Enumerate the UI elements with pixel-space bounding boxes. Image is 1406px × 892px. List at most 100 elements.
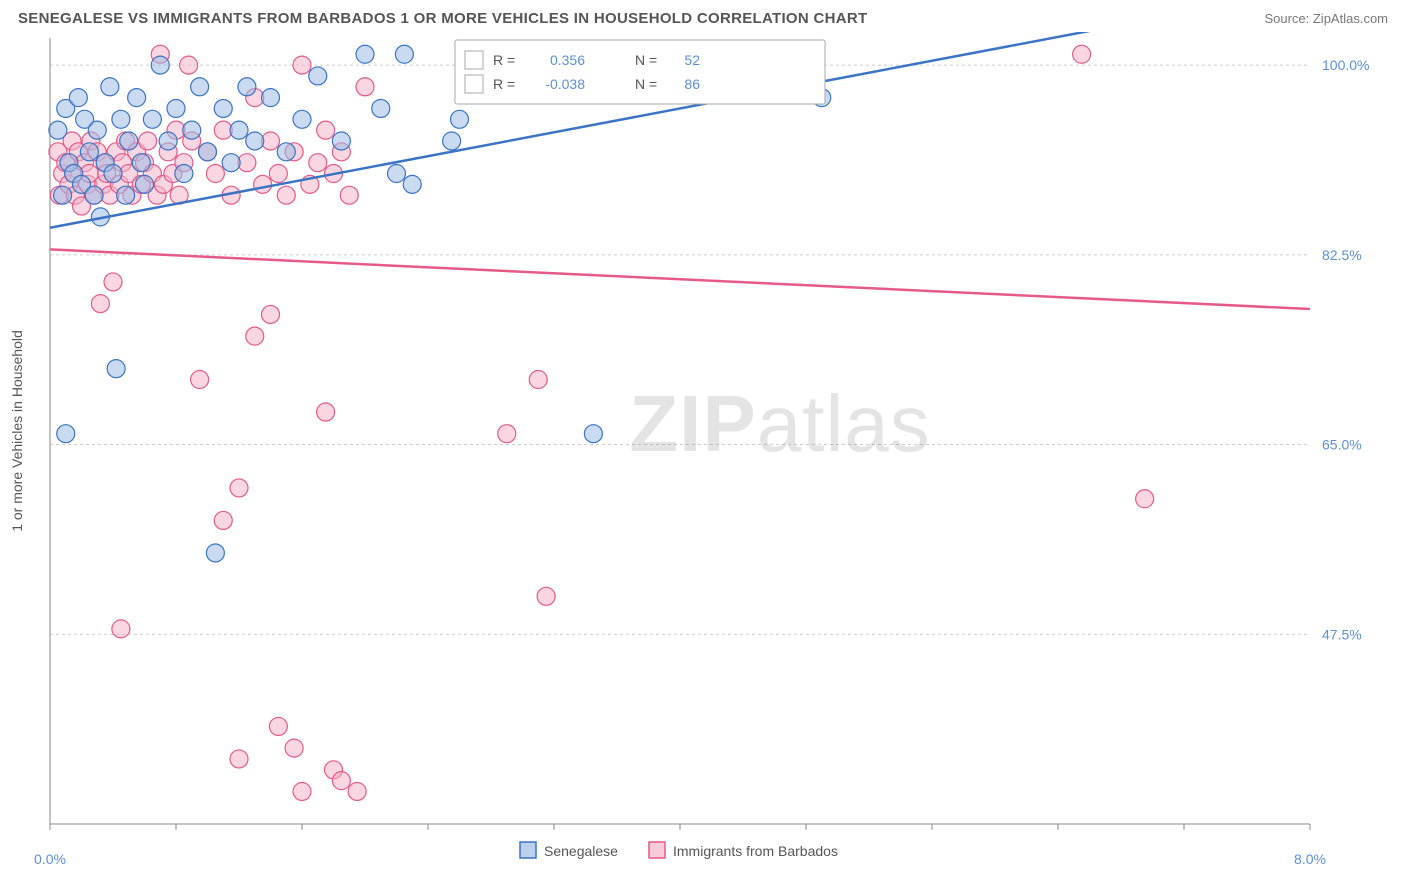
corr-n-value-barbados: 86 bbox=[684, 76, 700, 92]
data-point-senegalese bbox=[143, 110, 161, 128]
data-point-senegalese bbox=[443, 132, 461, 150]
data-point-barbados bbox=[309, 154, 327, 172]
legend-swatch-barbados bbox=[465, 75, 483, 93]
data-point-barbados bbox=[1073, 45, 1091, 63]
data-point-senegalese bbox=[277, 143, 295, 161]
corr-n-label: N = bbox=[635, 52, 657, 68]
data-point-senegalese bbox=[49, 121, 67, 139]
data-point-barbados bbox=[285, 739, 303, 757]
data-point-barbados bbox=[262, 305, 280, 323]
data-point-barbados bbox=[340, 186, 358, 204]
data-point-senegalese bbox=[54, 186, 72, 204]
corr-r-value-barbados: -0.038 bbox=[545, 76, 585, 92]
data-point-senegalese bbox=[293, 110, 311, 128]
data-point-barbados bbox=[269, 717, 287, 735]
data-point-senegalese bbox=[262, 89, 280, 107]
data-point-senegalese bbox=[206, 544, 224, 562]
data-point-senegalese bbox=[222, 154, 240, 172]
corr-n-label: N = bbox=[635, 76, 657, 92]
data-point-senegalese bbox=[388, 165, 406, 183]
data-point-senegalese bbox=[356, 45, 374, 63]
data-point-senegalese bbox=[175, 165, 193, 183]
legend-swatch-senegalese bbox=[520, 842, 536, 858]
data-point-barbados bbox=[254, 175, 272, 193]
y-axis-title: 1 or more Vehicles in Household bbox=[9, 330, 25, 532]
data-point-senegalese bbox=[117, 186, 135, 204]
data-point-barbados bbox=[206, 165, 224, 183]
data-point-barbados bbox=[246, 327, 264, 345]
y-tick-label: 65.0% bbox=[1322, 437, 1362, 453]
data-point-senegalese bbox=[230, 121, 248, 139]
y-tick-label: 82.5% bbox=[1322, 247, 1362, 263]
data-point-senegalese bbox=[183, 121, 201, 139]
data-point-senegalese bbox=[132, 154, 150, 172]
data-point-barbados bbox=[214, 511, 232, 529]
data-point-barbados bbox=[498, 425, 516, 443]
data-point-senegalese bbox=[80, 143, 98, 161]
legend-swatch-barbados bbox=[649, 842, 665, 858]
data-point-barbados bbox=[230, 750, 248, 768]
data-point-senegalese bbox=[88, 121, 106, 139]
data-point-barbados bbox=[112, 620, 130, 638]
correlation-box: R = 0.356 N = 52 R = -0.038 N = 86 bbox=[455, 40, 825, 104]
corr-r-value-senegalese: 0.356 bbox=[550, 52, 585, 68]
data-point-senegalese bbox=[191, 78, 209, 96]
data-point-barbados bbox=[91, 295, 109, 313]
data-point-senegalese bbox=[167, 99, 185, 117]
data-point-senegalese bbox=[136, 175, 154, 193]
data-point-senegalese bbox=[246, 132, 264, 150]
data-point-senegalese bbox=[214, 99, 232, 117]
data-point-senegalese bbox=[199, 143, 217, 161]
data-point-barbados bbox=[230, 479, 248, 497]
data-point-senegalese bbox=[584, 425, 602, 443]
data-point-senegalese bbox=[57, 425, 75, 443]
x-tick-label: 0.0% bbox=[34, 851, 66, 867]
data-point-senegalese bbox=[309, 67, 327, 85]
legend-label-barbados: Immigrants from Barbados bbox=[673, 843, 838, 859]
legend-label-senegalese: Senegalese bbox=[544, 843, 618, 859]
data-point-senegalese bbox=[372, 99, 390, 117]
data-point-senegalese bbox=[238, 78, 256, 96]
data-point-senegalese bbox=[403, 175, 421, 193]
data-point-barbados bbox=[529, 371, 547, 389]
corr-n-value-senegalese: 52 bbox=[684, 52, 700, 68]
data-point-senegalese bbox=[104, 165, 122, 183]
data-point-barbados bbox=[104, 273, 122, 291]
x-tick-label: 8.0% bbox=[1294, 851, 1326, 867]
corr-r-label: R = bbox=[493, 52, 515, 68]
data-point-senegalese bbox=[120, 132, 138, 150]
data-point-senegalese bbox=[107, 360, 125, 378]
chart-header: SENEGALESE VS IMMIGRANTS FROM BARBADOS 1… bbox=[0, 0, 1406, 32]
data-point-barbados bbox=[537, 587, 555, 605]
data-point-barbados bbox=[348, 782, 366, 800]
chart-title: SENEGALESE VS IMMIGRANTS FROM BARBADOS 1… bbox=[18, 10, 868, 27]
legend-swatch-senegalese bbox=[465, 51, 483, 69]
data-point-barbados bbox=[191, 371, 209, 389]
data-point-barbados bbox=[139, 132, 157, 150]
watermark: ZIPatlas bbox=[629, 379, 930, 468]
data-point-barbados bbox=[293, 56, 311, 74]
data-point-barbados bbox=[277, 186, 295, 204]
corr-r-label: R = bbox=[493, 76, 515, 92]
data-point-barbados bbox=[293, 782, 311, 800]
data-point-barbados bbox=[332, 772, 350, 790]
scatter-chart: 47.5% 65.0% 82.5% 100.0% 0.0% 8.0% 1 or more V… bbox=[0, 32, 1406, 892]
data-point-senegalese bbox=[151, 56, 169, 74]
chart-svg: 47.5% 65.0% 82.5% 100.0% 0.0% 8.0% 1 or more V… bbox=[0, 32, 1406, 892]
data-point-senegalese bbox=[332, 132, 350, 150]
data-point-barbados bbox=[317, 121, 335, 139]
data-point-senegalese bbox=[395, 45, 413, 63]
data-point-barbados bbox=[356, 78, 374, 96]
data-point-senegalese bbox=[69, 89, 87, 107]
data-point-senegalese bbox=[85, 186, 103, 204]
data-point-senegalese bbox=[101, 78, 119, 96]
data-point-barbados bbox=[317, 403, 335, 421]
y-tick-label: 100.0% bbox=[1322, 57, 1369, 73]
trend-line-barbados bbox=[50, 249, 1310, 309]
data-point-senegalese bbox=[112, 110, 130, 128]
data-point-barbados bbox=[1136, 490, 1154, 508]
y-tick-label: 47.5% bbox=[1322, 626, 1362, 642]
data-point-senegalese bbox=[159, 132, 177, 150]
data-point-barbados bbox=[269, 165, 287, 183]
data-point-senegalese bbox=[451, 110, 469, 128]
